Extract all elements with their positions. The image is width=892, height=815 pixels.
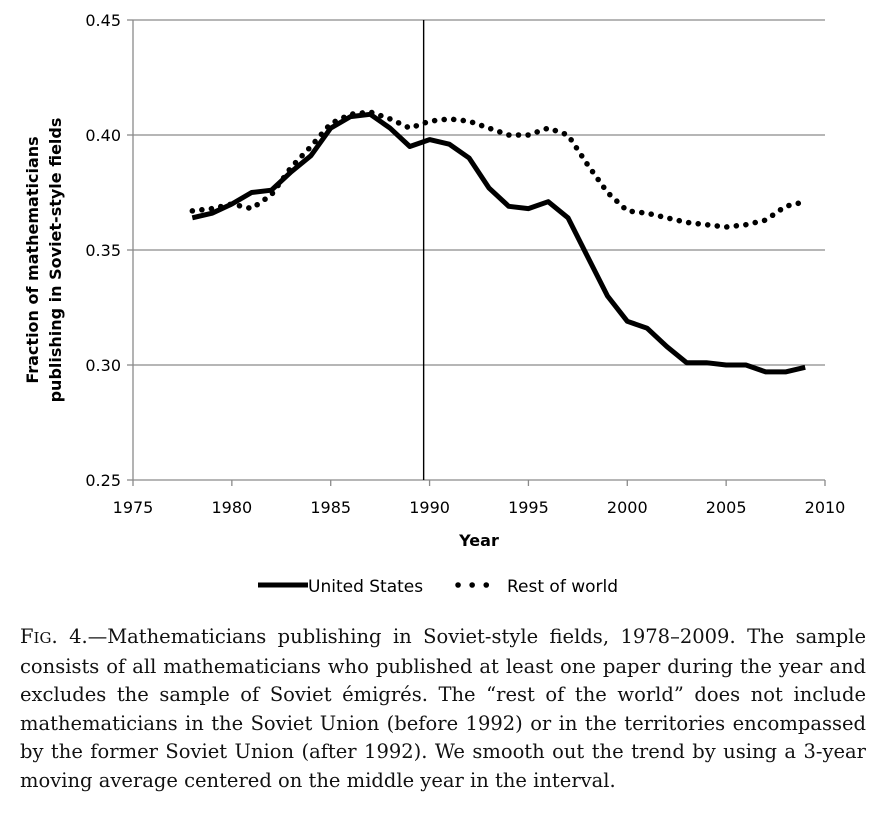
series-line — [189, 109, 808, 230]
line-chart: 1975 1980 1985 1990 1995 2000 2005 2010 0.25 0.3… — [23, 11, 846, 597]
x-tick-label: 2010 — [805, 498, 846, 517]
caption-fig-number: . 4. — [51, 625, 88, 648]
legend-label: Rest of world — [507, 577, 618, 597]
x-tick-label: 1975 — [113, 498, 154, 517]
y-tick-label: 0.35 — [85, 241, 121, 260]
legend-item-us: United States — [258, 577, 423, 597]
x-tick-labels: 1975 1980 1985 1990 1995 2000 2005 2010 — [113, 498, 846, 517]
x-axis-title: Year — [458, 531, 499, 550]
legend-label: United States — [308, 577, 423, 597]
y-axis-title-line: Fraction of mathematicians — [23, 136, 42, 383]
caption-fig-initial: F — [20, 625, 34, 648]
x-tick-label: 2005 — [706, 498, 747, 517]
x-tick-label: 1990 — [409, 498, 450, 517]
x-tick-label: 1980 — [211, 498, 252, 517]
y-tick-label: 0.30 — [85, 356, 121, 375]
legend: United States Rest of world — [258, 577, 618, 597]
x-tick-label: 2000 — [607, 498, 648, 517]
y-tick-label: 0.25 — [85, 471, 121, 490]
series-line — [191, 111, 806, 375]
series-united-states — [191, 111, 806, 375]
caption-text: —Mathematicians publishing in Soviet-sty… — [20, 625, 866, 792]
x-tick-label: 1985 — [310, 498, 351, 517]
x-tick-label: 1995 — [508, 498, 549, 517]
axes — [127, 19, 826, 486]
legend-item-row: Rest of world — [455, 577, 618, 597]
y-axis-title: Fraction of mathematicians publishing in … — [23, 118, 65, 403]
figure-caption: FIG. 4.—Mathematicians publishing in Sov… — [20, 623, 866, 795]
series-rest-of-world — [189, 109, 808, 230]
y-axis-title-line: publishing in Soviet-style fields — [46, 118, 65, 403]
gridlines — [133, 19, 825, 366]
y-tick-label: 0.40 — [85, 126, 121, 145]
series-lines — [189, 109, 808, 375]
y-tick-labels: 0.25 0.30 0.35 0.40 0.45 — [85, 11, 121, 490]
y-tick-label: 0.45 — [85, 11, 121, 30]
caption-fig-smallcaps: IG — [33, 629, 52, 647]
